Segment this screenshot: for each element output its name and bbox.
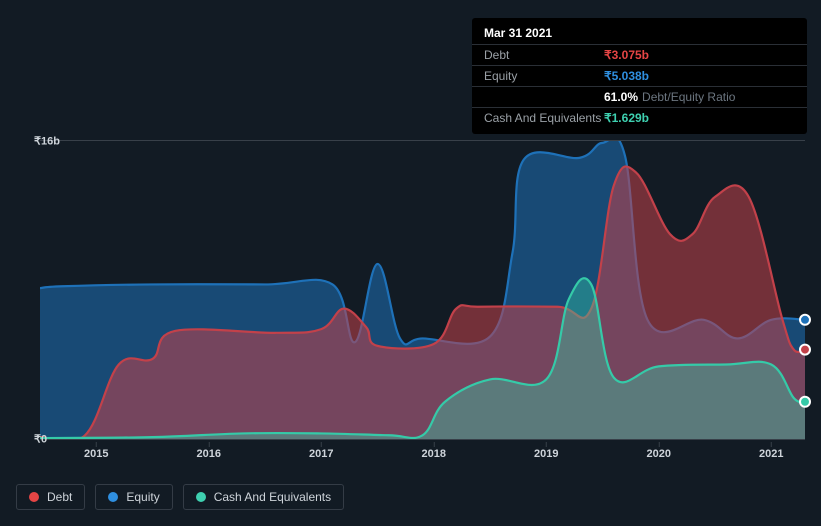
tooltip-label: Cash And Equivalents: [484, 111, 604, 125]
tooltip-suffix: Debt/Equity Ratio: [642, 90, 735, 104]
chart-tooltip: Mar 31 2021 Debt₹3.075bEquity₹5.038b61.0…: [472, 18, 807, 134]
x-tick-label: 2018: [422, 448, 446, 460]
tooltip-date: Mar 31 2021: [472, 24, 807, 44]
x-tick-label: 2020: [647, 448, 671, 460]
tooltip-row: Debt₹3.075b: [472, 44, 807, 65]
tooltip-row: Equity₹5.038b: [472, 65, 807, 86]
tooltip-label: Debt: [484, 48, 604, 62]
legend-item-cash-and-equivalents[interactable]: Cash And Equivalents: [183, 484, 344, 510]
x-tick-label: 2017: [309, 448, 333, 460]
legend-item-equity[interactable]: Equity: [95, 484, 172, 510]
tooltip-label: [484, 90, 604, 104]
tooltip-row: Cash And Equivalents₹1.629b: [472, 107, 807, 128]
legend-dot: [29, 492, 39, 502]
x-tick-label: 2021: [759, 448, 783, 460]
x-tick-label: 2015: [84, 448, 108, 460]
legend-label: Cash And Equivalents: [214, 490, 331, 504]
x-tick-label: 2016: [197, 448, 221, 460]
tooltip-value: ₹1.629b: [604, 111, 649, 125]
tooltip-row: 61.0% Debt/Equity Ratio: [472, 86, 807, 107]
plot-area[interactable]: ₹0₹16b: [40, 140, 805, 440]
y-tick-label: ₹0: [34, 433, 38, 446]
legend-label: Equity: [126, 490, 159, 504]
tooltip-value: ₹3.075b: [604, 48, 649, 62]
legend-dot: [196, 492, 206, 502]
legend: Debt Equity Cash And Equivalents: [16, 484, 344, 510]
legend-item-debt[interactable]: Debt: [16, 484, 85, 510]
legend-dot: [108, 492, 118, 502]
tooltip-value: 61.0%: [604, 90, 638, 104]
legend-label: Debt: [47, 490, 72, 504]
x-tick-label: 2019: [534, 448, 558, 460]
end-markers: [40, 141, 805, 439]
y-tick-label: ₹16b: [34, 135, 38, 148]
x-axis: 2015 2016 2017 2018 2019 2020 2021: [40, 444, 805, 464]
tooltip-value: ₹5.038b: [604, 69, 649, 83]
tooltip-label: Equity: [484, 69, 604, 83]
